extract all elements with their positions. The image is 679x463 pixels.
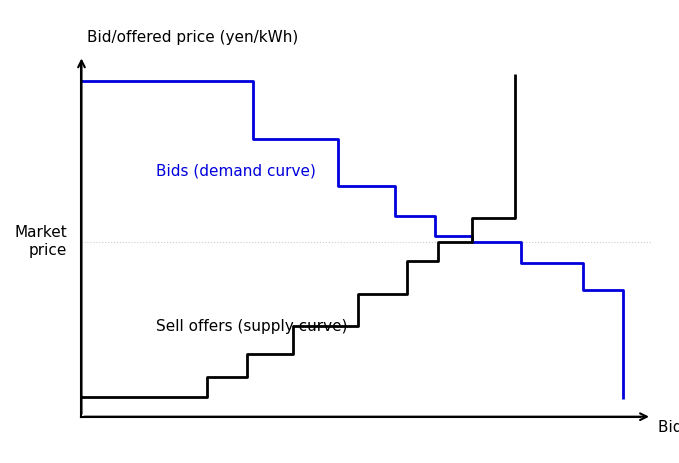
Text: Bids (demand curve): Bids (demand curve) [155, 163, 316, 179]
Text: Bid/offered price (yen/kWh): Bid/offered price (yen/kWh) [87, 30, 299, 45]
Text: Bid/offered volume: Bid/offered volume [657, 420, 679, 435]
Text: Market
price: Market price [14, 225, 67, 258]
Text: Sell offers (supply curve): Sell offers (supply curve) [155, 319, 347, 334]
